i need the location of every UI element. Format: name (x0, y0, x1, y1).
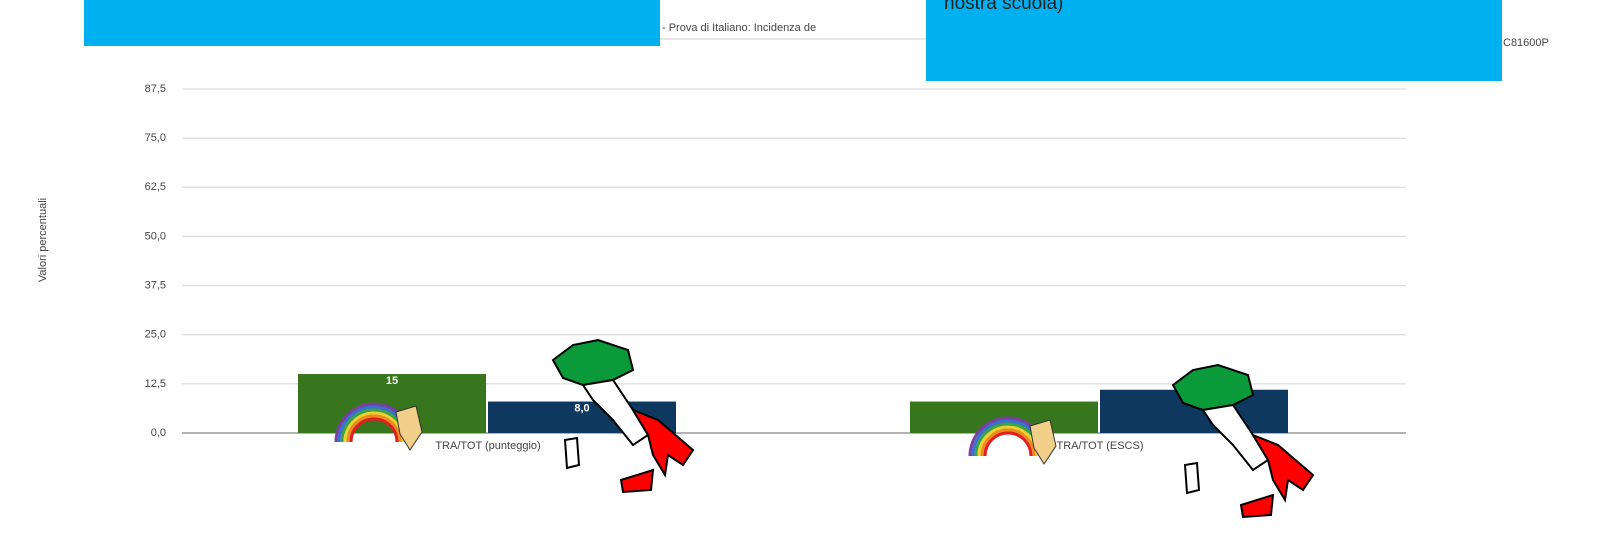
rainbow-arc (980, 428, 1036, 457)
y-tick-label: 62,5 (145, 181, 166, 193)
chart-title: - Prova di Italiano: Incidenza de (662, 22, 816, 34)
map-centre (1201, 403, 1270, 472)
rainbow-pencil-icon (334, 402, 423, 451)
overlay-box (926, 0, 1502, 81)
map-south (1250, 432, 1315, 503)
rainbow-pencil-icon (968, 416, 1057, 465)
x-tick-label: TRA/TOT (ESCS) (1057, 440, 1144, 452)
rainbow-arc (346, 414, 402, 443)
map-sardinia (1183, 461, 1201, 495)
y-tick-label: 87,5 (145, 83, 166, 95)
y-tick-label: 25,0 (145, 329, 166, 341)
y-tick-label: 12,5 (145, 378, 166, 390)
map-sicily (619, 468, 655, 494)
y-tick-label: 0,0 (151, 427, 166, 439)
value-label: 15 (386, 375, 398, 387)
pencil (395, 405, 423, 451)
code-label: C81600P (1503, 37, 1549, 49)
y-tick-label: 75,0 (145, 132, 166, 144)
y-axis-label: Valori percentuali (37, 198, 49, 282)
rainbow-arc (983, 431, 1033, 457)
map-centre (581, 378, 650, 447)
map-south (630, 407, 695, 478)
map-north (1171, 363, 1255, 412)
overlay-text: nostra scuola) (944, 0, 1063, 14)
map-sardinia (563, 436, 581, 470)
x-tick-label: TRA/TOT (punteggio) (435, 440, 540, 452)
italy-map-icon (551, 338, 695, 494)
y-tick-label: 50,0 (145, 230, 166, 242)
y-tick-label: 37,5 (145, 279, 166, 291)
value-label: 8,0 (574, 402, 589, 414)
italy-map-icon (1171, 363, 1315, 519)
map-north (551, 338, 635, 387)
map-sicily (1239, 493, 1275, 519)
overlay-box (84, 0, 660, 46)
pencil (1029, 419, 1057, 465)
rainbow-arc (349, 417, 399, 443)
